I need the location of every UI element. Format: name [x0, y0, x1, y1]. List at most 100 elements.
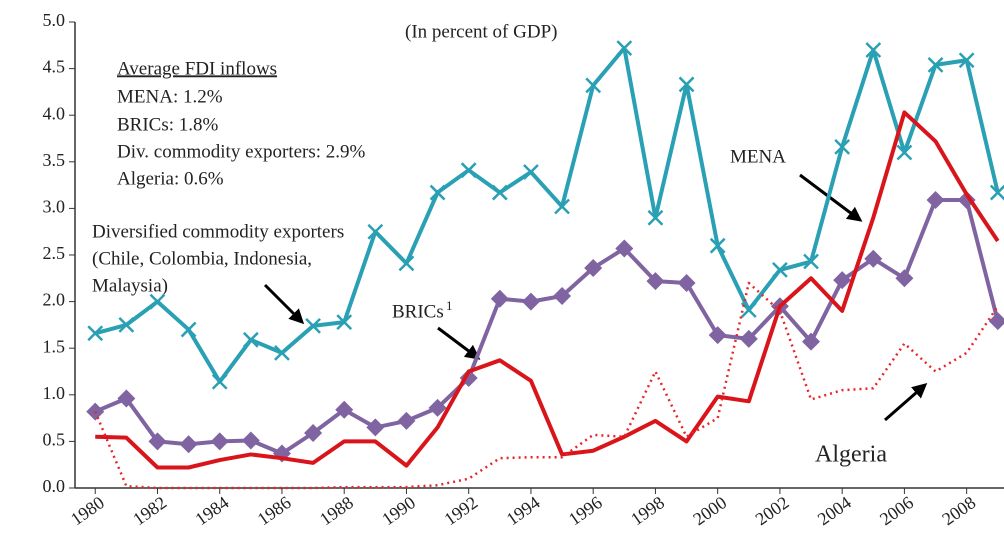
marker [958, 52, 975, 69]
marker [336, 314, 353, 330]
marker [180, 321, 197, 338]
y-tick-label: 3.0 [43, 197, 66, 217]
x-tick-label: 1988 [316, 492, 357, 529]
notes-line: Algeria: 0.6% [117, 168, 224, 189]
series [86, 191, 1004, 463]
line [94, 46, 1000, 384]
annotation: Malaysia) [92, 275, 168, 296]
marker [709, 237, 726, 254]
marker [865, 42, 882, 58]
notes-heading: Average FDI inflows [117, 58, 277, 79]
marker [367, 223, 384, 240]
marker [646, 272, 665, 291]
x-tick-label: 1990 [378, 492, 419, 529]
marker [585, 77, 602, 94]
marker [896, 144, 913, 161]
y-tick-label: 2.0 [43, 290, 66, 310]
notes-line: MENA: 1.2% [117, 86, 223, 107]
marker [211, 373, 228, 390]
x-tick-label: 2006 [876, 492, 917, 529]
x-tick-label: 1994 [503, 492, 544, 529]
marker [460, 162, 477, 179]
marker [521, 292, 540, 311]
marker [429, 184, 446, 201]
marker [179, 435, 198, 454]
arrow [884, 383, 928, 422]
marker [87, 325, 104, 342]
marker [428, 398, 447, 417]
marker [274, 344, 290, 361]
x-tick-label: 1992 [440, 492, 481, 529]
marker [398, 255, 415, 272]
marker [678, 76, 695, 93]
annotation: Algeria [815, 442, 887, 468]
y-tick-label: 0.5 [43, 430, 66, 450]
marker [927, 56, 944, 73]
marker [677, 273, 696, 292]
marker [584, 259, 603, 278]
marker [616, 40, 633, 56]
subtitle: (In percent of GDP) [405, 21, 557, 42]
marker [864, 249, 883, 268]
notes-line: Div. commodity exporters: 2.9% [117, 141, 366, 162]
y-tick-label: 1.5 [43, 336, 66, 356]
y-tick-label: 5.0 [43, 10, 66, 30]
marker [366, 418, 385, 437]
y-tick-label: 3.5 [43, 150, 66, 170]
marker [988, 312, 1004, 331]
arrow [263, 283, 305, 325]
marker [615, 239, 634, 258]
x-tick-label: 1982 [129, 492, 170, 529]
marker [647, 209, 664, 226]
marker [490, 289, 509, 308]
x-tick-label: 1998 [627, 492, 668, 529]
marker [772, 262, 788, 278]
marker [895, 269, 914, 288]
marker [210, 432, 229, 451]
marker [739, 329, 758, 348]
marker [149, 293, 166, 310]
marker [242, 331, 259, 348]
marker [241, 431, 260, 450]
x-tick-label: 1986 [254, 492, 295, 529]
marker [118, 317, 135, 333]
series [95, 110, 1000, 470]
marker [335, 400, 354, 419]
marker [554, 198, 570, 215]
y-tick-label: 4.0 [43, 103, 66, 123]
x-tick-label: 2002 [752, 492, 793, 529]
marker [802, 332, 821, 351]
x-tick-label: 2000 [689, 492, 730, 529]
annotation: MENA [730, 146, 786, 167]
x-tick-label: 1980 [67, 492, 108, 529]
arrow [437, 326, 481, 360]
marker [491, 184, 508, 201]
marker [553, 287, 572, 306]
marker [833, 271, 852, 290]
marker [803, 253, 819, 270]
marker [523, 164, 539, 180]
marker [989, 184, 1004, 201]
marker [117, 389, 136, 408]
marker [708, 326, 727, 345]
annotation: BRICs [392, 301, 444, 322]
marker [304, 424, 323, 443]
annotation: (Chile, Colombia, Indonesia, [92, 248, 312, 269]
x-tick-label: 1996 [565, 492, 606, 529]
marker [834, 139, 851, 155]
marker [926, 191, 945, 210]
marker [397, 411, 416, 430]
y-tick-label: 1.0 [43, 383, 66, 403]
y-tick-label: 0.0 [43, 476, 66, 496]
y-tick-label: 4.5 [43, 57, 66, 77]
annotation: Diversified commodity exporters [92, 221, 344, 242]
line [95, 110, 1000, 470]
x-tick-label: 1984 [191, 492, 232, 529]
x-tick-label: 2008 [938, 492, 979, 529]
marker [305, 317, 321, 334]
notes-line: BRICs: 1.8% [117, 114, 219, 135]
series [87, 40, 1004, 390]
y-tick-label: 2.5 [43, 243, 66, 263]
x-tick-label: 2004 [814, 492, 855, 529]
